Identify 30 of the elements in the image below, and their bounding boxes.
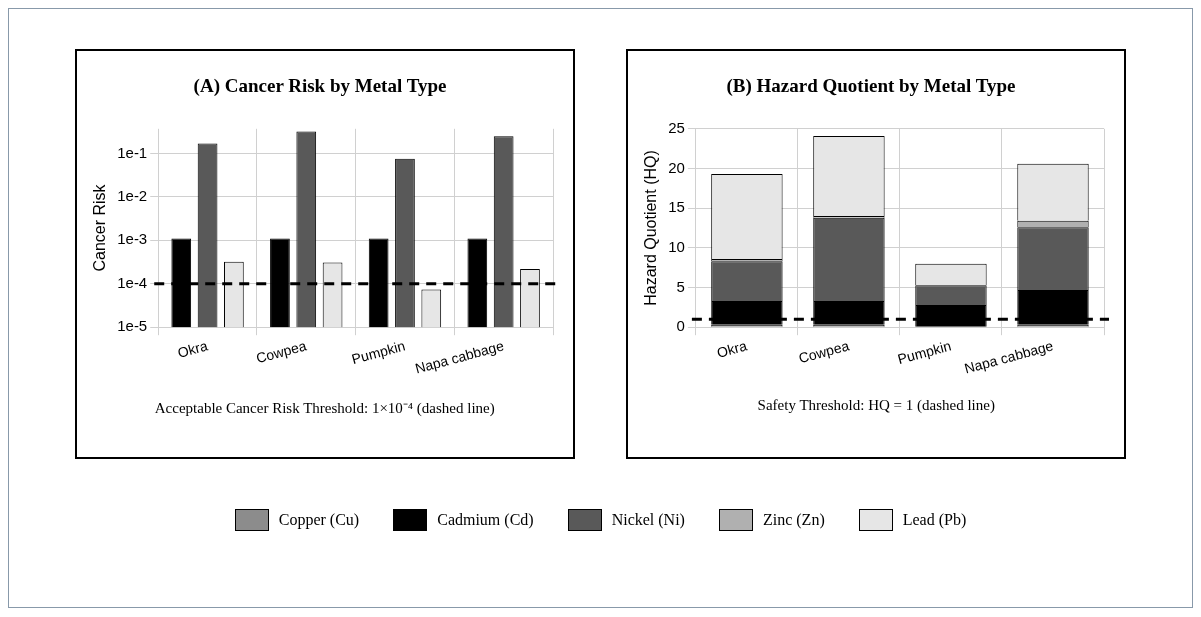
x-tick-label: Cowpea	[797, 337, 852, 367]
y-tick-label: 1e-4	[116, 273, 147, 291]
y-axis-title: Cancer Risk	[90, 183, 108, 272]
x-tick-label: Napa cabbage	[962, 337, 1056, 377]
x-tick-label: Okra	[175, 337, 210, 361]
y-tick-label: 1e-2	[116, 187, 147, 205]
y-tick-label: 1e-3	[116, 230, 147, 248]
y-tick-label: 5	[676, 277, 686, 295]
y-tick-label: 0	[676, 317, 686, 335]
legend-label: Lead (Pb)	[902, 511, 967, 529]
x-tick-label: Napa cabbage	[413, 337, 506, 377]
x-tick-label: Pumpkin	[349, 337, 407, 368]
legend-label: Zinc (Zn)	[762, 511, 825, 529]
legend-label: Copper (Cu)	[278, 511, 360, 529]
chart-title: (A) Cancer Risk by Metal Type	[193, 75, 447, 98]
chart-title: (B) Hazard Quotient by Metal Type	[726, 75, 1016, 98]
x-tick-label: Pumpkin	[896, 337, 953, 368]
y-tick-label: 15	[668, 198, 686, 216]
y-tick-label: 20	[668, 158, 686, 176]
x-tick-label: Okra	[715, 337, 750, 361]
legend-label: Cadmium (Cd)	[437, 511, 534, 529]
y-tick-label: 10	[668, 237, 686, 255]
text: Acceptable Cancer Risk Threshold: 1×10⁻⁴ (dashed line)	[153, 399, 496, 417]
text: Safety Threshold: HQ = 1 (dashed line)	[756, 397, 996, 414]
y-axis-title: Hazard Quotient (HQ)	[642, 150, 660, 306]
x-tick-label: Cowpea	[254, 337, 308, 367]
y-tick-label: 1e-1	[116, 143, 147, 161]
legend-label: Nickel (Ni)	[611, 511, 685, 529]
y-tick-label: 25	[668, 118, 686, 136]
y-tick-label: 1e-5	[116, 317, 147, 335]
